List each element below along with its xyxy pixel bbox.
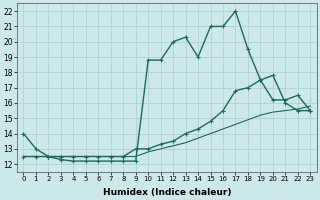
X-axis label: Humidex (Indice chaleur): Humidex (Indice chaleur): [103, 188, 231, 197]
